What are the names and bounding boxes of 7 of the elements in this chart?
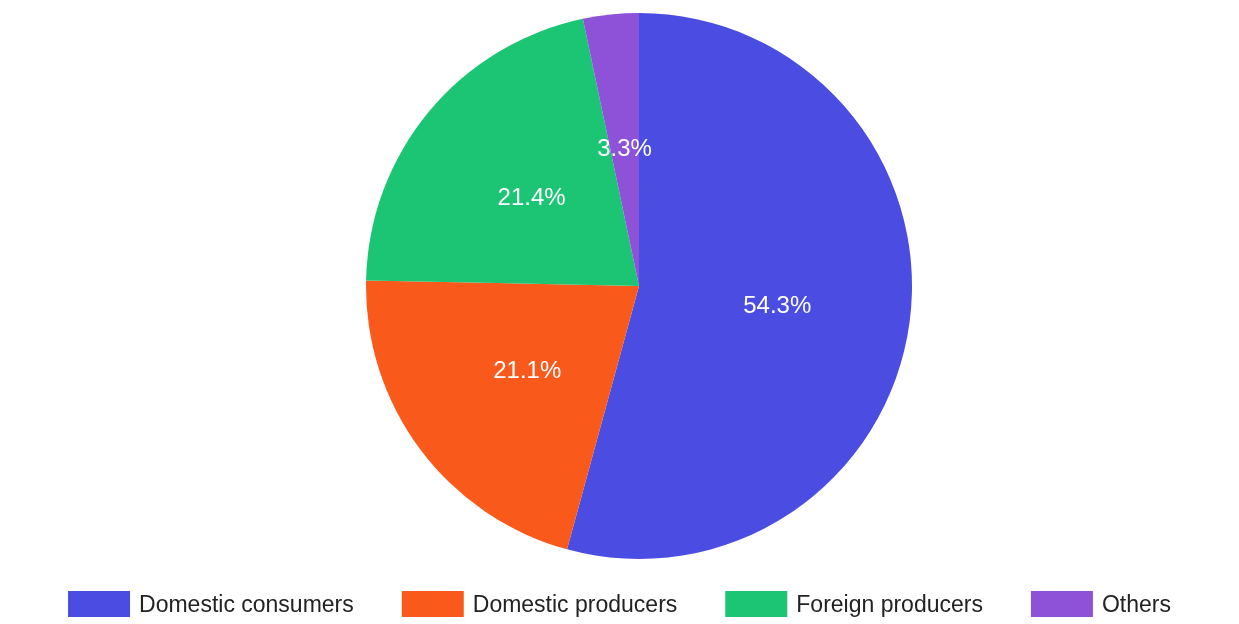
legend-label: Domestic producers [472, 591, 678, 617]
data-label: 21.4% [497, 183, 566, 211]
data-label: 54.3% [743, 291, 812, 319]
legend-label: Others [1101, 591, 1171, 617]
legend-label: Foreign producers [796, 591, 983, 617]
legend-label: Domestic consumers [139, 591, 354, 617]
data-label: 21.1% [493, 356, 562, 384]
